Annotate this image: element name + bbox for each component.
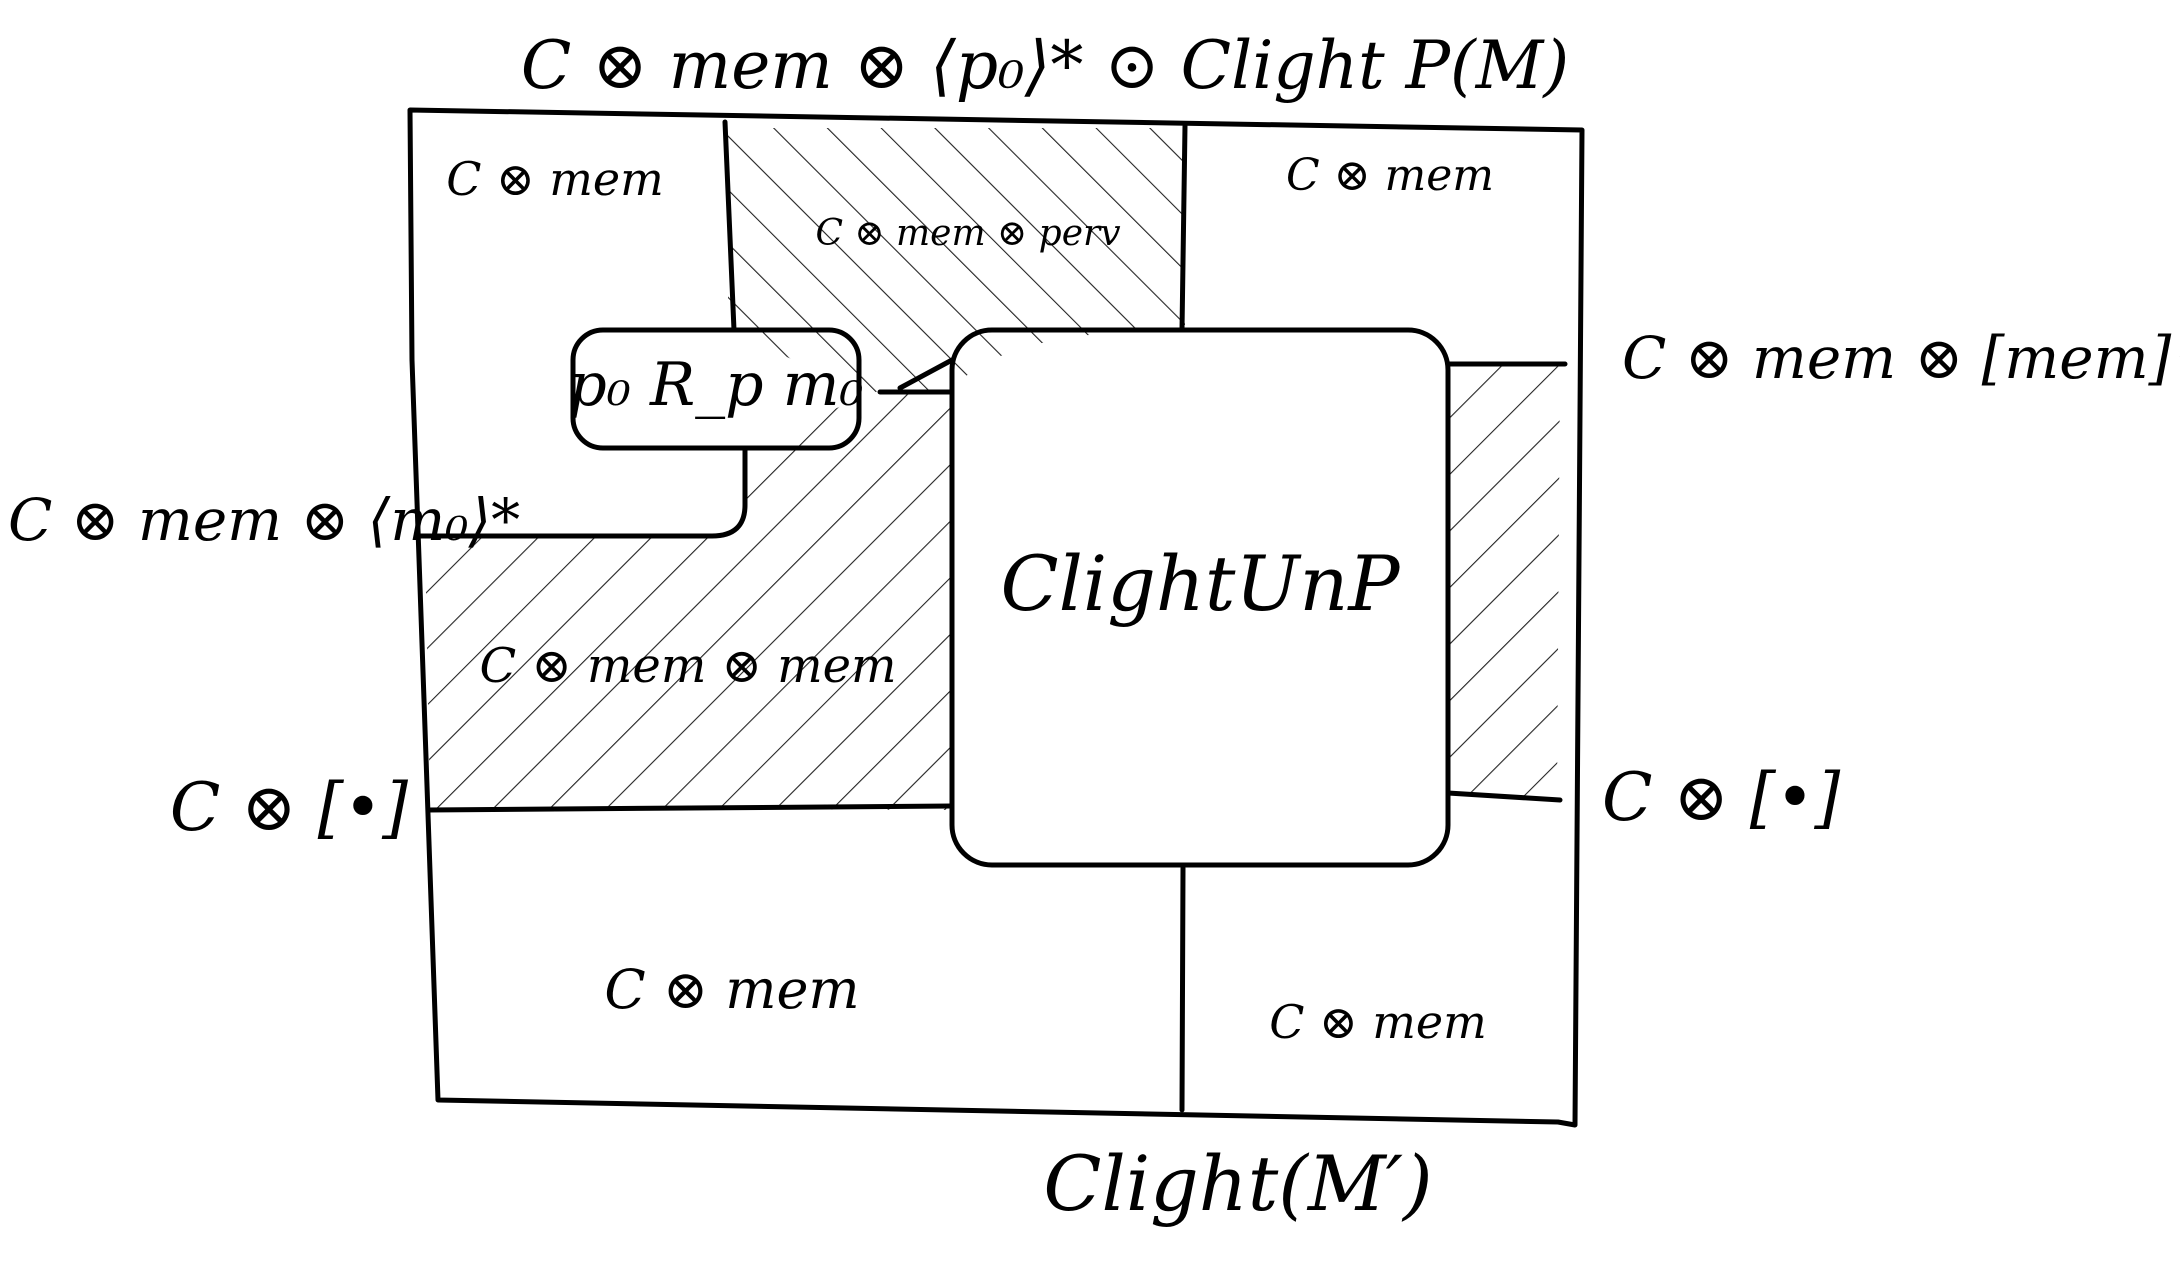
region-left-hatched-label: C ⊗ mem ⊗ mem — [479, 638, 896, 694]
region-top-right-label: C ⊗ mem — [1286, 150, 1494, 201]
region-bottom-right-label: C ⊗ mem — [1269, 995, 1486, 1049]
region-top-middle-label: C ⊗ mem ⊗ perv — [815, 213, 1120, 254]
region-bottom-left-label: C ⊗ mem — [604, 958, 859, 1021]
divider-center-top-spike — [897, 357, 955, 391]
divider-top-left — [722, 119, 737, 333]
clightunp-label: ClightUnP — [1000, 539, 1401, 628]
right-bottom-label: C ⊗ [•] — [1602, 759, 1840, 836]
relation-box — [570, 327, 862, 451]
divider-bottom-middle — [1179, 865, 1186, 1113]
bottom-label: Clight(M′) — [1043, 1139, 1432, 1228]
top-label: C ⊗ mem ⊗ ⟨p₀⟩* ⊙ Clight P(M) — [521, 27, 1569, 104]
region-top-left-label: C ⊗ mem — [446, 152, 663, 206]
clightunp-box — [949, 327, 1451, 868]
right-top-label: C ⊗ mem ⊗ [mem]•* — [1622, 324, 2180, 392]
divider-right-bottom — [1445, 790, 1563, 803]
hatched-left-middle-region — [425, 392, 952, 810]
left-bottom-label: C ⊗ [•] — [170, 769, 408, 846]
divider-left-middle — [415, 445, 748, 539]
relation-label: p₀ R_p m₀ — [568, 350, 863, 420]
outer-frame — [407, 107, 1585, 1128]
divider-left-bottom — [425, 803, 955, 813]
left-mid-label: C ⊗ mem ⊗ ⟨m₀⟩* — [8, 486, 520, 554]
divider-top-right — [1179, 123, 1188, 333]
hatched-right-region — [1448, 364, 1560, 800]
